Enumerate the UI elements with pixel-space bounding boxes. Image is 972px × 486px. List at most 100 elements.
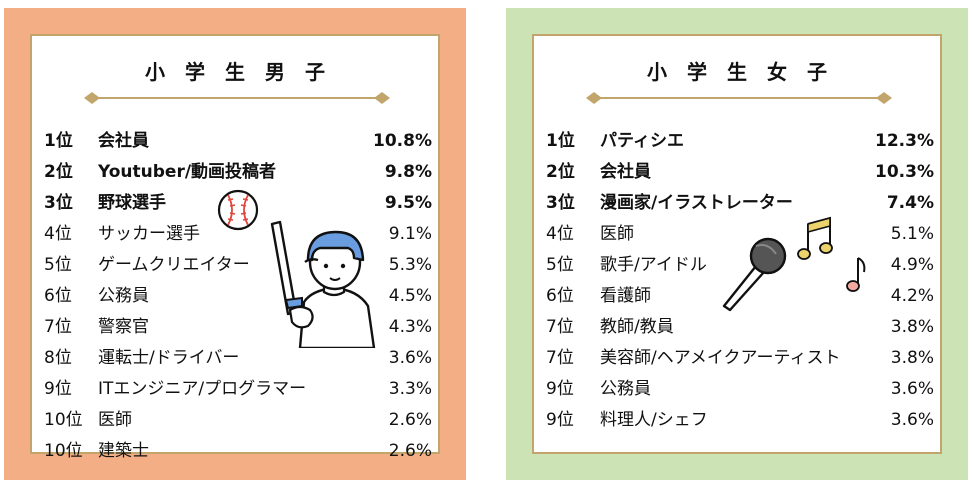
title-char: 学 — [687, 60, 707, 84]
percentage: 3.6% — [890, 410, 934, 430]
job-name: 警察官 — [98, 317, 149, 337]
rank-label: 3位 — [44, 193, 73, 213]
job-name: 建築士 — [98, 441, 149, 461]
rank-label: 2位 — [546, 162, 575, 182]
percentage: 2.6% — [388, 441, 432, 461]
rank-label: 6位 — [546, 286, 574, 306]
title-char: 子 — [305, 60, 325, 84]
list-item: 4位 医師 5.1% — [546, 219, 934, 250]
rank-label: 1位 — [546, 131, 575, 151]
percentage: 4.5% — [388, 286, 432, 306]
list-item: 9位 料理人/シェフ 3.6% — [546, 405, 934, 436]
music-note-icon — [797, 216, 866, 292]
girls-title: 小学生女子 — [534, 56, 940, 85]
title-char: 子 — [807, 60, 827, 84]
job-name: Youtuber/動画投稿者 — [98, 162, 277, 182]
title-char: 生 — [727, 60, 747, 84]
job-name: 歌手/アイドル — [600, 255, 707, 275]
list-item: 10位 医師 2.6% — [44, 405, 432, 436]
percentage: 5.1% — [890, 224, 934, 244]
rank-label: 7位 — [546, 317, 574, 337]
job-name: 医師 — [98, 410, 132, 430]
list-item: 1位 会社員 10.8% — [44, 126, 432, 157]
rank-label: 7位 — [546, 348, 574, 368]
title-divider — [84, 92, 390, 104]
rank-label: 9位 — [44, 379, 72, 399]
list-item: 4位 サッカー選手 9.1% — [44, 219, 432, 250]
rank-label: 1位 — [44, 131, 73, 151]
job-name: 看護師 — [600, 286, 651, 306]
percentage: 5.3% — [388, 255, 432, 275]
rank-label: 9位 — [546, 410, 574, 430]
rank-label: 8位 — [44, 348, 72, 368]
baseball-player-illustration — [270, 220, 376, 348]
job-name: パティシエ — [600, 131, 684, 151]
list-item: 5位 歌手/アイドル 4.9% — [546, 250, 934, 281]
job-name: 公務員 — [98, 286, 149, 306]
job-name: 医師 — [600, 224, 634, 244]
job-name: 会社員 — [98, 131, 149, 151]
list-item: 10位 建築士 2.6% — [44, 436, 432, 467]
percentage: 9.1% — [388, 224, 432, 244]
microphone-icon — [722, 237, 787, 312]
list-item: 3位 野球選手 9.5% — [44, 188, 432, 219]
title-char: 学 — [185, 60, 205, 84]
rank-label: 4位 — [44, 224, 72, 244]
percentage: 3.8% — [890, 348, 934, 368]
job-name: 料理人/シェフ — [600, 410, 708, 430]
list-item: 7位 美容師/ヘアメイクアーティスト 3.8% — [546, 343, 934, 374]
percentage: 9.5% — [384, 193, 432, 213]
list-item: 9位 ITエンジニア/プログラマー 3.3% — [44, 374, 432, 405]
girls-ranking-list: 1位 パティシエ 12.3% 2位 会社員 10.3% 3位 漫画家/イラストレーター 7.… — [546, 126, 934, 436]
title-char: 小 — [145, 60, 165, 84]
title-char: 生 — [225, 60, 245, 84]
percentage: 2.6% — [388, 410, 432, 430]
percentage: 7.4% — [886, 193, 934, 213]
percentage: 3.6% — [388, 348, 432, 368]
rank-label: 4位 — [546, 224, 574, 244]
percentage: 10.3% — [875, 162, 934, 182]
title-char: 男 — [265, 60, 285, 84]
boys-ranking-list: 1位 会社員 10.8% 2位 Youtuber/動画投稿者 9.8% 3位 野球選手 9.… — [44, 126, 432, 467]
percentage: 12.3% — [875, 131, 934, 151]
boys-ranking-panel: 小学生男子 1位 会社員 10.8% 2位 Youtuber/動画投稿者 9.8% 3位… — [4, 8, 466, 480]
percentage: 3.3% — [388, 379, 432, 399]
percentage: 10.8% — [373, 131, 432, 151]
rank-label: 5位 — [546, 255, 574, 275]
percentage: 9.8% — [384, 162, 432, 182]
list-item: 8位 運転士/ドライバー 3.6% — [44, 343, 432, 374]
job-name: 教師/教員 — [600, 317, 674, 337]
percentage: 4.9% — [890, 255, 934, 275]
rank-label: 2位 — [44, 162, 73, 182]
list-item: 3位 漫画家/イラストレーター 7.4% — [546, 188, 934, 219]
job-name: 野球選手 — [98, 193, 166, 213]
list-item: 7位 警察官 4.3% — [44, 312, 432, 343]
title-divider — [586, 92, 892, 104]
rank-label: 10位 — [44, 410, 83, 430]
job-name: 会社員 — [600, 162, 651, 182]
list-item: 2位 会社員 10.3% — [546, 157, 934, 188]
list-item: 1位 パティシエ 12.3% — [546, 126, 934, 157]
percentage: 3.6% — [890, 379, 934, 399]
girls-ranking-card: 小学生女子 1位 パティシエ 12.3% 2位 会社員 10.3% 3位 漫画家/イラスト… — [532, 34, 942, 454]
list-item: 6位 公務員 4.5% — [44, 281, 432, 312]
baseball-icon — [217, 189, 259, 231]
boys-title: 小学生男子 — [32, 56, 438, 85]
percentage: 4.2% — [890, 286, 934, 306]
list-item: 5位 ゲームクリエイター 5.3% — [44, 250, 432, 281]
rank-label: 3位 — [546, 193, 575, 213]
job-name: 美容師/ヘアメイクアーティスト — [600, 348, 841, 368]
percentage: 4.3% — [388, 317, 432, 337]
rank-label: 10位 — [44, 441, 83, 461]
title-char: 小 — [647, 60, 667, 84]
girls-ranking-panel: 小学生女子 1位 パティシエ 12.3% 2位 会社員 10.3% 3位 漫画家/イラスト… — [506, 8, 968, 480]
title-char: 女 — [767, 60, 787, 84]
list-item: 2位 Youtuber/動画投稿者 9.8% — [44, 157, 432, 188]
job-name: ITエンジニア/プログラマー — [98, 379, 307, 399]
rank-label: 6位 — [44, 286, 72, 306]
rank-label: 7位 — [44, 317, 72, 337]
job-name: ゲームクリエイター — [98, 255, 250, 275]
job-name: 公務員 — [600, 379, 651, 399]
list-item: 6位 看護師 4.2% — [546, 281, 934, 312]
job-name: サッカー選手 — [98, 224, 200, 244]
